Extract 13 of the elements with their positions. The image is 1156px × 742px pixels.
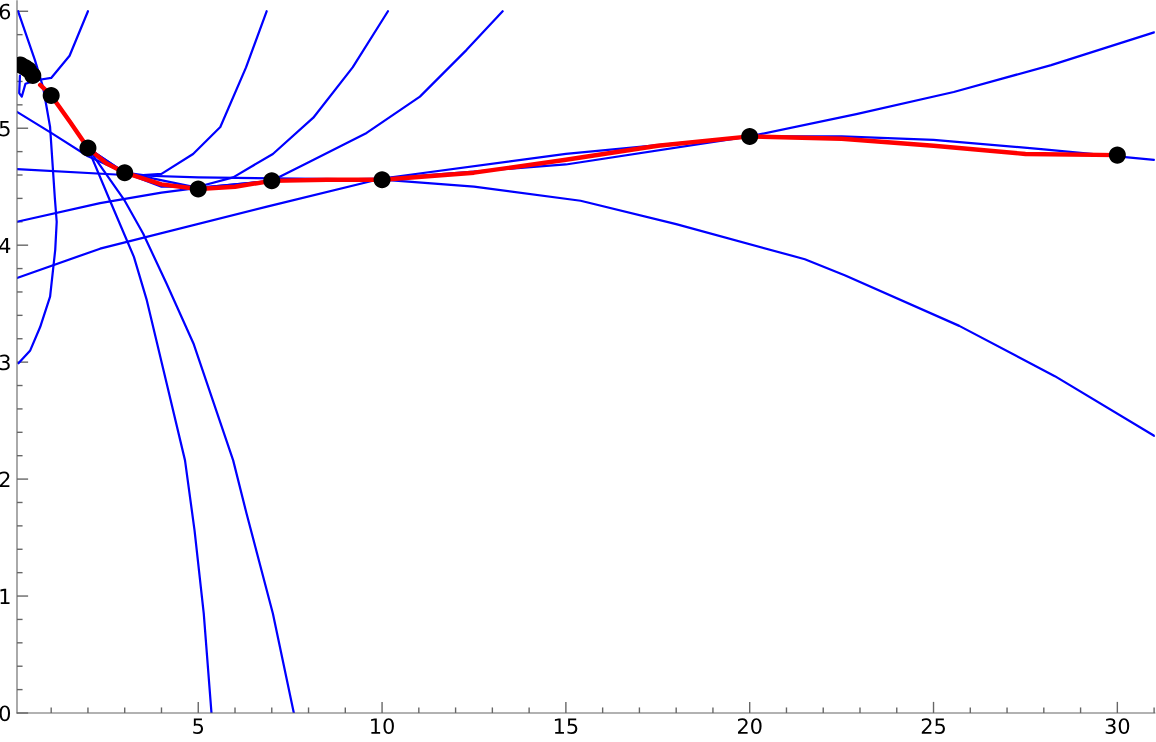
y-tick-label: 2: [0, 471, 10, 487]
y-tick-label: 4: [0, 237, 11, 254]
y-tick-label: 0: [0, 705, 11, 722]
x-tick-label: 10: [371, 718, 394, 734]
y-tick-label: 5: [0, 120, 10, 137]
x-tick-label: 15: [554, 718, 578, 734]
y-tick-label: 1: [0, 588, 10, 604]
y-tick-label: 3: [0, 354, 10, 371]
x-tick-label: 5: [193, 718, 204, 734]
x-tick-label: 30: [1105, 718, 1130, 734]
x-tick-label: 25: [921, 718, 945, 734]
y-tick-label: 6: [0, 3, 11, 20]
x-tick-label: 20: [737, 718, 762, 734]
